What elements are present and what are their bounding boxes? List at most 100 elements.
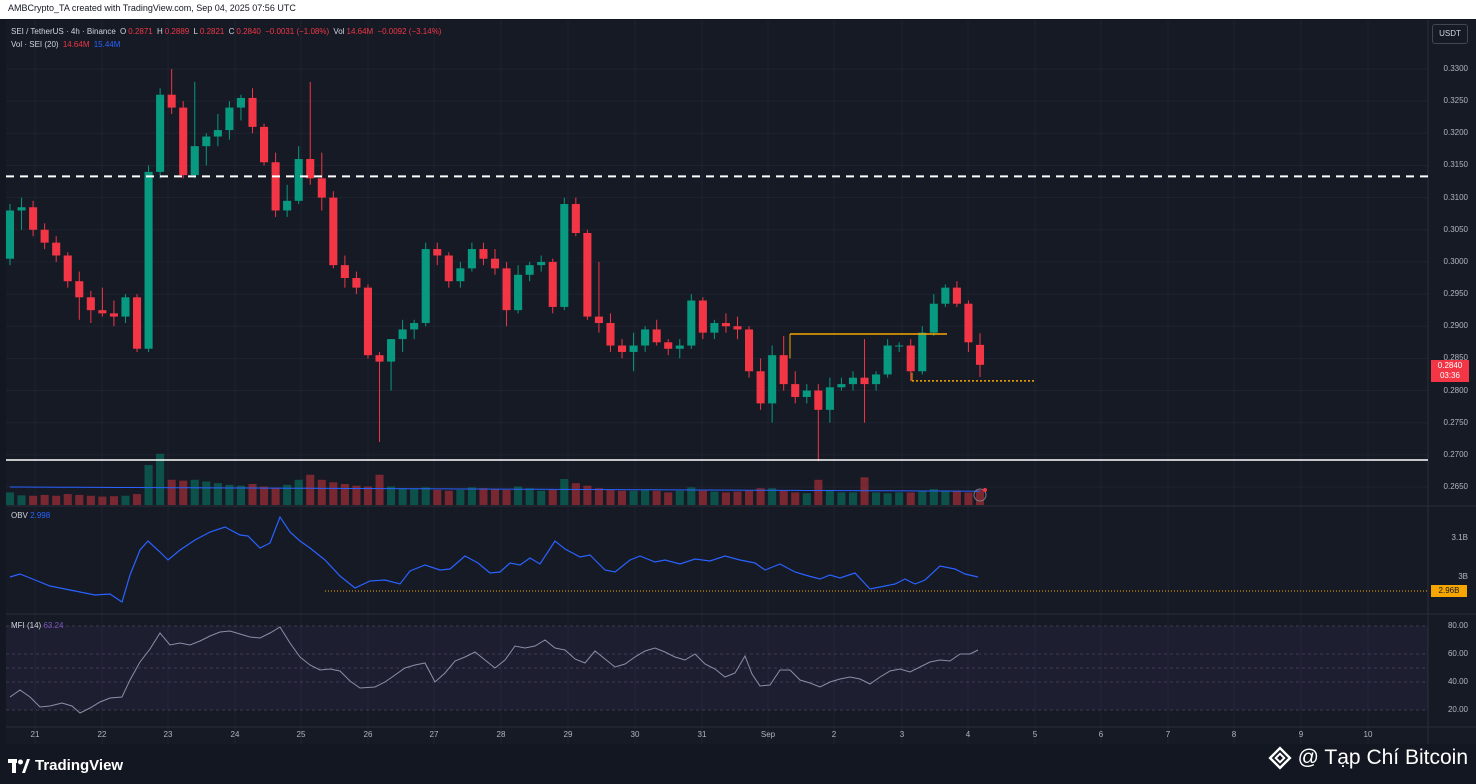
volume-bar [848, 492, 858, 505]
volume-bar [248, 484, 257, 505]
volume-bar [514, 486, 523, 505]
chart-panel[interactable] [6, 20, 1476, 744]
obv-axis-low: 3B [1458, 572, 1468, 581]
candle-body [352, 278, 361, 288]
obv-label[interactable]: OBV [11, 511, 28, 520]
volume-bar [710, 491, 719, 505]
time-axis-label: 8 [1231, 730, 1237, 739]
last-price-tag: 0.2840 03:36 [1431, 360, 1469, 382]
time-axis-label: 2 [831, 730, 837, 739]
volume-bar [236, 485, 245, 505]
mfi-label[interactable]: MFI (14) [11, 621, 42, 630]
volume-bar [52, 495, 61, 505]
tradingview-logo[interactable]: TradingView [8, 757, 123, 774]
volume-bar [571, 483, 580, 505]
time-axis-label: 21 [30, 730, 40, 739]
price-axis-label: 0.3050 [1443, 224, 1468, 234]
price-axis-label: 0.3000 [1443, 256, 1468, 266]
candle-body [236, 97, 245, 108]
candle-body [479, 249, 488, 259]
volume-bar [225, 484, 234, 505]
volume-bar [629, 490, 638, 505]
time-axis-label: 26 [363, 730, 373, 739]
volume-bar [75, 494, 84, 505]
price-axis-label: 0.2700 [1443, 449, 1468, 459]
candle-body [410, 323, 419, 330]
candle-body [17, 207, 26, 211]
volume-bar [444, 490, 453, 505]
volume-bar [941, 490, 950, 505]
mfi-legend: MFI (14) 63.24 [11, 621, 64, 630]
candle-body [537, 261, 546, 266]
volume-bar [768, 488, 777, 505]
volume-bar [456, 489, 465, 505]
currency-button[interactable]: USDT [1432, 24, 1468, 44]
candle-body [260, 126, 269, 163]
last-price: 0.2840 [1437, 361, 1463, 370]
time-axis-label: 6 [1098, 730, 1104, 739]
watermark-text: @ Tạp Chí Bitcoin [1297, 746, 1468, 769]
volume-ma-line [9, 486, 981, 492]
volume-bar [617, 490, 627, 505]
candle-body [802, 390, 811, 397]
candle-body [895, 345, 904, 347]
time-axis-label: 4 [965, 730, 971, 739]
volume-bar [583, 485, 592, 505]
price-axis-label: 0.2900 [1443, 321, 1468, 331]
obv-legend: OBV 2.998 [11, 511, 50, 520]
volume-bar [98, 496, 107, 505]
volume-bar [548, 489, 557, 505]
price-axis-label: 0.3300 [1443, 64, 1468, 73]
volume-bar [537, 490, 546, 505]
candle-body [606, 323, 615, 346]
candle-body [467, 249, 476, 269]
candle-body [40, 229, 49, 243]
symbol-name[interactable]: SEI / TetherUS · 4h · Binance [11, 27, 116, 36]
volume-bar [733, 491, 742, 505]
candle-body [975, 344, 985, 365]
volume-indicator-label[interactable]: Vol · SEI (20) [11, 40, 59, 49]
candle-body [814, 390, 823, 410]
volume-bar [641, 489, 650, 505]
candle-body [63, 255, 72, 282]
candle-body [75, 281, 84, 298]
high-label: H [156, 27, 163, 36]
volume-bar [779, 490, 788, 505]
volume-bar [975, 489, 985, 505]
time-axis-label: 3 [899, 730, 905, 739]
obv-axis-high: 3.1B [1451, 533, 1468, 542]
volume-bar [40, 494, 49, 505]
candle-body [952, 287, 961, 304]
time-axis-label: 22 [97, 730, 107, 739]
candle-body [918, 332, 927, 372]
mfi-axis-60: 60.00 [1447, 649, 1468, 658]
candle-body [652, 329, 661, 343]
candle-body [502, 268, 511, 311]
candle-body [641, 329, 650, 346]
tradingview-brand: TradingView [35, 757, 124, 774]
candle-body [144, 171, 153, 349]
candle-body [456, 268, 465, 282]
volume-bar [825, 489, 834, 505]
volume-bar [398, 488, 407, 505]
candle-body [121, 297, 130, 317]
vol-label: Vol [333, 27, 345, 36]
volume-bar [329, 482, 338, 505]
volume-bar [918, 491, 927, 505]
time-axis-label: 27 [429, 730, 439, 739]
candle-body [779, 355, 788, 385]
candle-body [872, 374, 881, 385]
volume-bar [86, 495, 95, 505]
obv-value: 2.998 [30, 511, 51, 520]
candle-body [571, 204, 580, 233]
close-value: 0.2840 [236, 27, 261, 36]
candle-body [848, 377, 858, 385]
candle-body [721, 323, 730, 327]
volume-bar [260, 486, 269, 505]
volume-bar [294, 479, 303, 505]
candle-body [617, 345, 627, 352]
mfi-line [9, 626, 979, 714]
candle-body [283, 200, 292, 211]
